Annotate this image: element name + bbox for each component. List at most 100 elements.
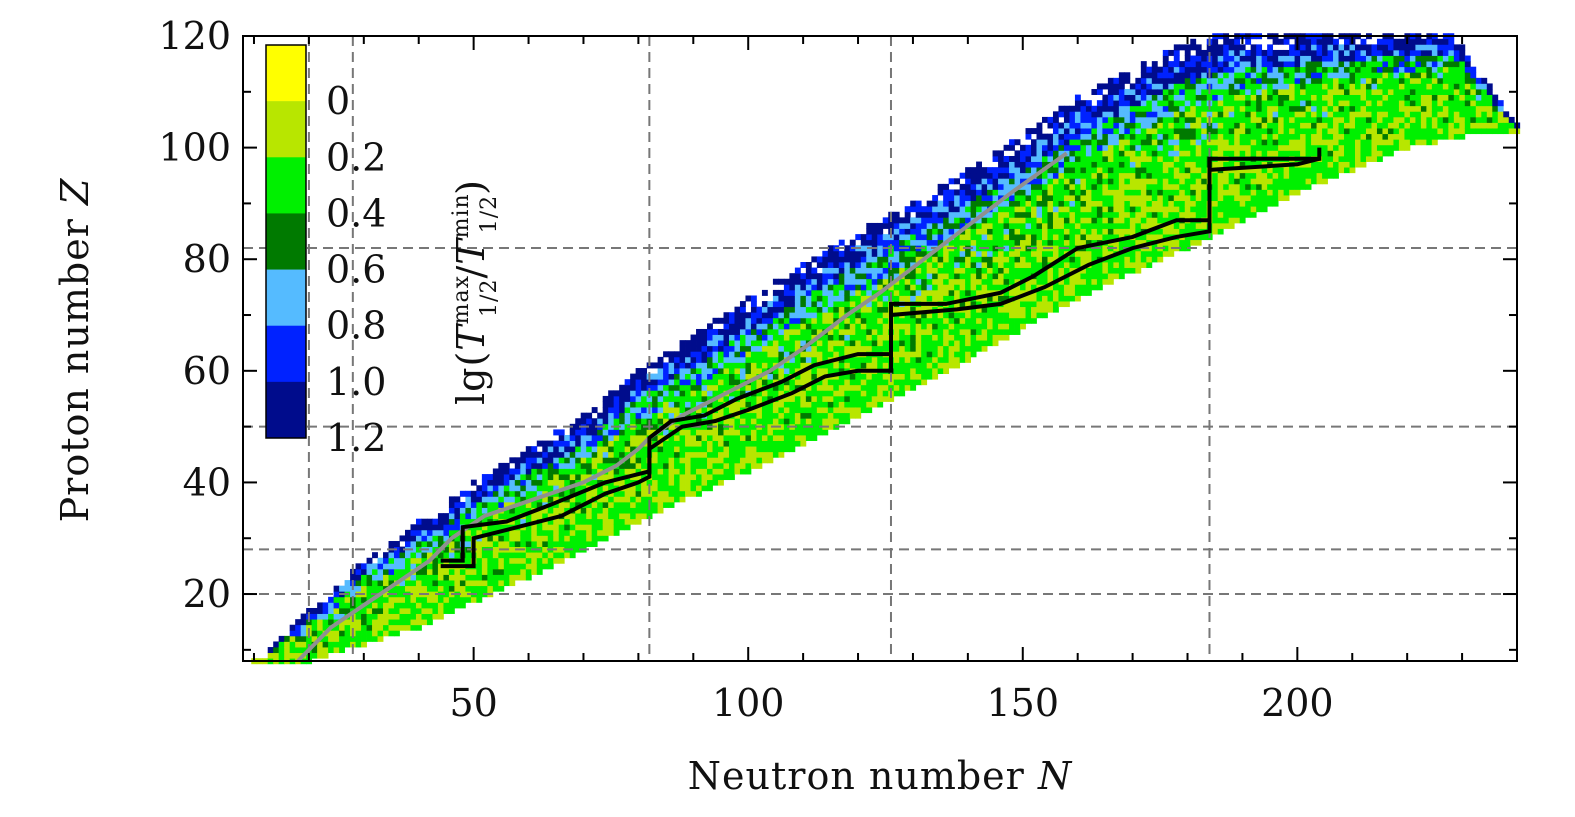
heatmap-cell [794, 306, 801, 313]
heatmap-cell [860, 256, 867, 263]
heatmap-cell [1096, 217, 1103, 224]
heatmap-cell [970, 340, 977, 347]
heatmap-cell [882, 289, 889, 296]
heatmap-cell [1014, 189, 1021, 196]
heatmap-cell [904, 211, 911, 218]
heatmap-cell [849, 323, 856, 330]
heatmap-cell [630, 457, 637, 464]
heatmap-cell [509, 557, 516, 564]
heatmap-cell [1140, 189, 1147, 196]
heatmap-cell [448, 496, 455, 503]
heatmap-cell [663, 479, 669, 486]
heatmap-cell [1107, 116, 1114, 123]
heatmap-cell [1195, 206, 1202, 213]
heatmap-cell [591, 529, 598, 536]
heatmap-cell [1239, 89, 1246, 95]
heatmap-cell [921, 278, 928, 285]
heatmap-cell [805, 323, 812, 330]
heatmap-cell [1162, 172, 1169, 179]
heatmap-cell [421, 574, 428, 581]
heatmap-cell [723, 451, 730, 458]
heatmap-cell [910, 234, 917, 241]
heatmap-cell [1096, 178, 1103, 185]
heatmap-cell [575, 435, 582, 441]
heatmap-cell [1212, 122, 1219, 129]
heatmap-cell [1217, 139, 1224, 146]
heatmap-cell [536, 485, 543, 492]
heatmap-cell [608, 435, 615, 441]
heatmap-cell [514, 535, 521, 542]
heatmap-cell [794, 267, 801, 274]
heatmap-cell [1118, 239, 1125, 246]
heatmap-cell [1020, 150, 1026, 157]
heatmap-cell [811, 312, 818, 319]
heatmap-cell [1014, 206, 1021, 213]
heatmap-cell [361, 568, 367, 575]
heatmap-cell [1020, 250, 1026, 257]
heatmap-cell [410, 613, 417, 620]
heatmap-cell [1267, 178, 1274, 185]
heatmap-cell [778, 390, 785, 397]
heatmap-cell [1184, 77, 1191, 84]
heatmap-cell [987, 284, 993, 291]
heatmap-cell [1124, 77, 1131, 84]
heatmap-cell [1234, 189, 1241, 196]
heatmap-cell [1036, 250, 1043, 257]
heatmap-cell [602, 440, 609, 447]
heatmap-cell [498, 524, 505, 531]
heatmap-cell [547, 468, 554, 475]
heatmap-cell [1256, 61, 1263, 68]
heatmap-cell [1014, 172, 1021, 179]
heatmap-cell [630, 373, 637, 380]
heatmap-cell [344, 619, 351, 626]
heatmap-cell [701, 395, 708, 402]
heatmap-cell [992, 262, 999, 268]
heatmap-cell [1124, 128, 1131, 135]
heatmap-cell [827, 278, 834, 285]
heatmap-cell [1256, 139, 1263, 146]
heatmap-cell [1031, 222, 1037, 229]
heatmap-cell [1036, 222, 1043, 229]
heatmap-cell [1228, 105, 1235, 112]
heatmap-cell [849, 273, 856, 280]
heatmap-cell [915, 217, 922, 224]
heatmap-cell [520, 479, 527, 486]
heatmap-cell [707, 373, 713, 380]
heatmap-cell [860, 317, 867, 324]
heatmap-cell [976, 222, 982, 229]
heatmap-cell [328, 602, 335, 609]
heatmap-cell [904, 284, 911, 291]
heatmap-cell [536, 541, 543, 547]
heatmap-cell [1256, 200, 1263, 207]
heatmap-cell [761, 345, 768, 352]
heatmap-cell [998, 222, 1004, 229]
heatmap-cell [1047, 211, 1054, 218]
heatmap-cell [1107, 262, 1114, 268]
heatmap-cell [1080, 228, 1087, 235]
heatmap-cell [1135, 256, 1142, 263]
heatmap-cell [756, 345, 763, 352]
heatmap-cell [816, 412, 823, 419]
heatmap-cell [1140, 66, 1147, 73]
heatmap-cell [712, 334, 719, 341]
heatmap-cell [476, 524, 483, 531]
heatmap-cell [1256, 133, 1263, 140]
heatmap-cell [465, 585, 472, 592]
heatmap-cell [954, 278, 961, 285]
heatmap-cell [591, 513, 598, 520]
heatmap-cell [1135, 128, 1142, 135]
heatmap-cell [525, 546, 532, 553]
heatmap-cell [1102, 217, 1109, 224]
heatmap-cell [421, 568, 428, 575]
heatmap-cell [1052, 178, 1059, 185]
heatmap-cell [520, 574, 527, 581]
heatmap-cell [844, 250, 851, 257]
heatmap-cell [1091, 262, 1098, 268]
heatmap-cell [696, 379, 702, 386]
heatmap-cell [1085, 200, 1092, 207]
heatmap-cell [1052, 284, 1059, 291]
heatmap-cell [652, 423, 658, 430]
heatmap-cell [1063, 295, 1070, 302]
heatmap-cell [635, 435, 642, 441]
heatmap-cell [1036, 312, 1043, 319]
